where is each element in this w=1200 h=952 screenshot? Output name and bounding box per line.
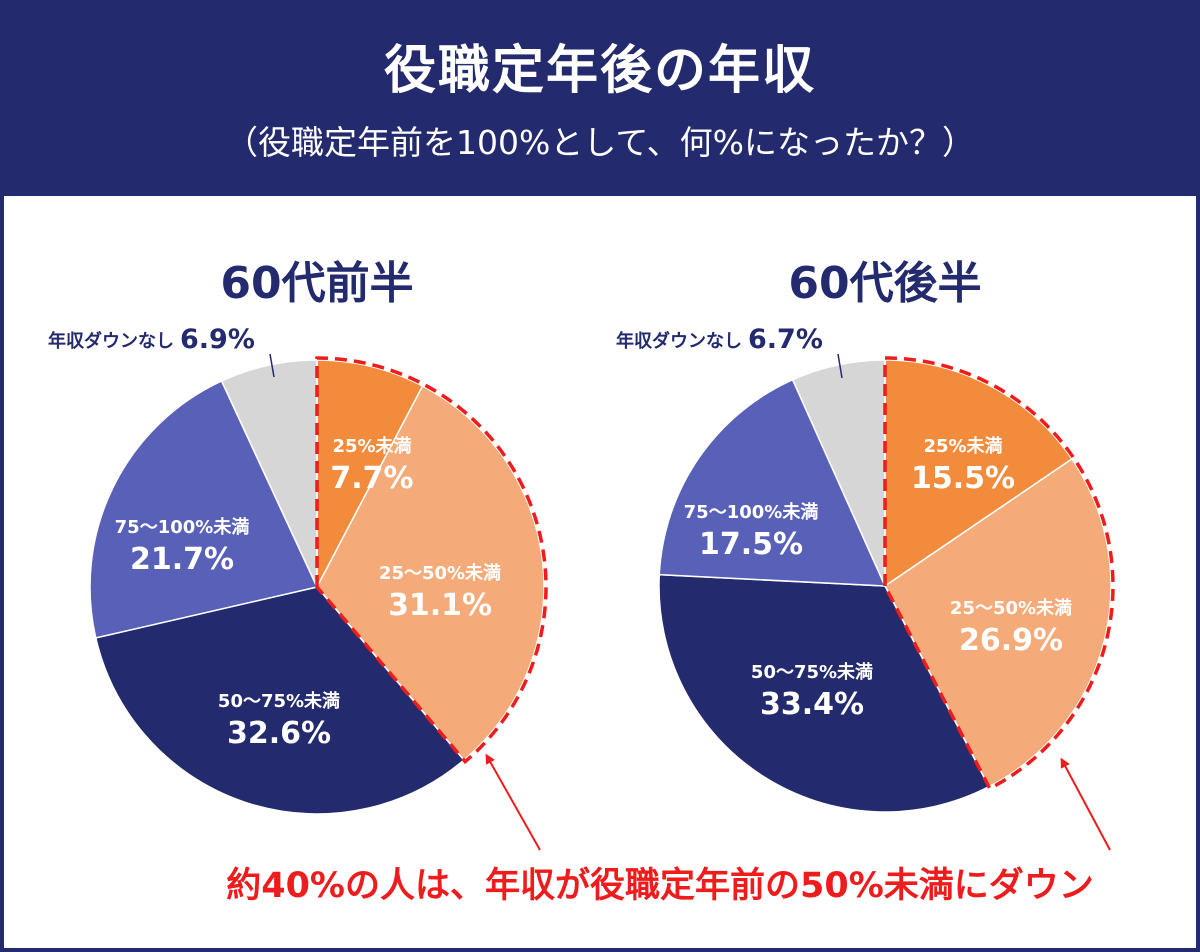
page-title: 役職定年後の年収 [383,41,816,101]
slice-value: 26.9% [959,623,1063,658]
slice-label: 25～50%未満 [950,597,1072,619]
slice-value-outside: 6.7% [748,324,823,355]
slice-value: 32.6% [227,716,331,751]
slice-label: 25%未満 [332,435,411,457]
leader-line [269,353,275,378]
pie-title: 60代後半 [788,258,981,309]
slice-value: 7.7% [330,461,413,496]
slice-value: 21.7% [130,542,234,577]
pie-chart-2: 60代後半 25%未満 15.5% 25～50%未満 26.9% 50～75%未満 33.4… [616,258,1115,813]
pie-slice [316,385,545,762]
slice-label-outside: 年収ダウンなし [616,330,742,352]
slice-label: 25%未満 [923,435,1002,457]
highlight-outline [883,356,1115,791]
slice-value: 17.5% [699,527,803,562]
slice-label: 50～75%未満 [218,690,340,712]
pie-title: 60代前半 [220,258,413,309]
pie-slice [658,378,887,587]
pie-slice [658,573,990,813]
pie-slice [89,380,319,639]
pie-slice [791,359,886,587]
slice-value: 15.5% [911,461,1015,496]
highlight-outline [315,356,548,765]
pie-slice [316,359,424,588]
pie-chart-1: 60代前半 25%未満 7.7% 25～50%未満 31.1% 50～75%未満 32.6%… [48,258,548,815]
callout-text: 約40%の人は、年収が役職定年前の50%未満にダウン [226,866,1094,906]
slice-value-outside: 6.9% [180,324,255,355]
slice-label: 25～50%未満 [379,562,501,584]
leader-line [837,353,843,379]
callout-arrow-right [1060,757,1111,851]
pie-slice [94,586,465,815]
pie-slice [884,457,1112,788]
header-banner: 役職定年後の年収 （役職定年前を100%として、何%になったか？） [0,0,1200,196]
slice-label: 75～100%未満 [684,501,819,523]
slice-value: 33.4% [760,687,864,722]
callout-arrow-left [485,753,541,851]
slice-label: 75～100%未満 [115,516,250,538]
pie-slice [884,359,1073,588]
slice-value: 31.1% [388,588,492,623]
page-subtitle: （役職定年前を100%として、何%になったか？） [224,123,976,162]
pie-slice [220,359,318,588]
slice-label: 50～75%未満 [751,661,873,683]
slice-label-outside: 年収ダウンなし [48,330,174,352]
